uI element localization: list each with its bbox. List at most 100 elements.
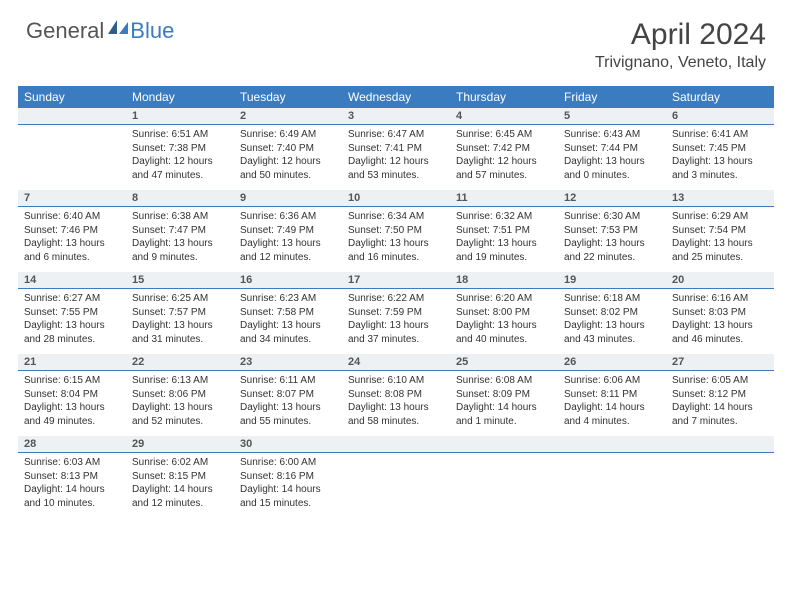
day-details: Sunrise: 6:20 AMSunset: 8:00 PMDaylight:… [450,289,558,349]
day-number: 4 [450,108,558,125]
day-details: Sunrise: 6:03 AMSunset: 8:13 PMDaylight:… [18,453,126,513]
weekday-header: Wednesday [342,86,450,108]
day-number: 5 [558,108,666,125]
day-number: 30 [234,436,342,453]
day-number: 7 [18,190,126,207]
calendar-cell: 23Sunrise: 6:11 AMSunset: 8:07 PMDayligh… [234,354,342,436]
day-details: Sunrise: 6:13 AMSunset: 8:06 PMDaylight:… [126,371,234,431]
calendar-cell: 6Sunrise: 6:41 AMSunset: 7:45 PMDaylight… [666,108,774,190]
calendar-cell: 25Sunrise: 6:08 AMSunset: 8:09 PMDayligh… [450,354,558,436]
day-details: Sunrise: 6:02 AMSunset: 8:15 PMDaylight:… [126,453,234,513]
location-text: Trivignano, Veneto, Italy [595,54,766,72]
calendar-cell: 4Sunrise: 6:45 AMSunset: 7:42 PMDaylight… [450,108,558,190]
weekday-header: Tuesday [234,86,342,108]
day-details: Sunrise: 6:49 AMSunset: 7:40 PMDaylight:… [234,125,342,185]
day-details: Sunrise: 6:25 AMSunset: 7:57 PMDaylight:… [126,289,234,349]
calendar-cell [342,436,450,518]
calendar-cell: 21Sunrise: 6:15 AMSunset: 8:04 PMDayligh… [18,354,126,436]
day-details: Sunrise: 6:43 AMSunset: 7:44 PMDaylight:… [558,125,666,185]
calendar-week-row: 1Sunrise: 6:51 AMSunset: 7:38 PMDaylight… [18,108,774,190]
day-number: 2 [234,108,342,125]
day-details: Sunrise: 6:29 AMSunset: 7:54 PMDaylight:… [666,207,774,267]
day-details: Sunrise: 6:15 AMSunset: 8:04 PMDaylight:… [18,371,126,431]
empty-day-header [558,436,666,453]
day-number: 1 [126,108,234,125]
calendar-cell: 2Sunrise: 6:49 AMSunset: 7:40 PMDaylight… [234,108,342,190]
day-details: Sunrise: 6:05 AMSunset: 8:12 PMDaylight:… [666,371,774,431]
day-number: 8 [126,190,234,207]
empty-day-header [666,436,774,453]
day-number: 17 [342,272,450,289]
calendar-cell [450,436,558,518]
calendar-cell: 11Sunrise: 6:32 AMSunset: 7:51 PMDayligh… [450,190,558,272]
day-details: Sunrise: 6:23 AMSunset: 7:58 PMDaylight:… [234,289,342,349]
month-title: April 2024 [595,18,766,52]
weekday-header-row: SundayMondayTuesdayWednesdayThursdayFrid… [18,86,774,108]
day-number: 9 [234,190,342,207]
empty-day-header [342,436,450,453]
day-number: 13 [666,190,774,207]
day-number: 23 [234,354,342,371]
day-number: 21 [18,354,126,371]
day-details: Sunrise: 6:27 AMSunset: 7:55 PMDaylight:… [18,289,126,349]
calendar-cell: 30Sunrise: 6:00 AMSunset: 8:16 PMDayligh… [234,436,342,518]
day-details: Sunrise: 6:51 AMSunset: 7:38 PMDaylight:… [126,125,234,185]
day-number: 18 [450,272,558,289]
calendar-cell: 13Sunrise: 6:29 AMSunset: 7:54 PMDayligh… [666,190,774,272]
calendar-week-row: 28Sunrise: 6:03 AMSunset: 8:13 PMDayligh… [18,436,774,518]
day-details: Sunrise: 6:41 AMSunset: 7:45 PMDaylight:… [666,125,774,185]
calendar-cell: 8Sunrise: 6:38 AMSunset: 7:47 PMDaylight… [126,190,234,272]
day-number: 29 [126,436,234,453]
weekday-header: Monday [126,86,234,108]
calendar-cell: 16Sunrise: 6:23 AMSunset: 7:58 PMDayligh… [234,272,342,354]
day-details: Sunrise: 6:38 AMSunset: 7:47 PMDaylight:… [126,207,234,267]
calendar-cell: 9Sunrise: 6:36 AMSunset: 7:49 PMDaylight… [234,190,342,272]
calendar-cell: 24Sunrise: 6:10 AMSunset: 8:08 PMDayligh… [342,354,450,436]
day-number: 20 [666,272,774,289]
calendar-cell: 20Sunrise: 6:16 AMSunset: 8:03 PMDayligh… [666,272,774,354]
calendar-week-row: 14Sunrise: 6:27 AMSunset: 7:55 PMDayligh… [18,272,774,354]
calendar-week-row: 7Sunrise: 6:40 AMSunset: 7:46 PMDaylight… [18,190,774,272]
day-details: Sunrise: 6:18 AMSunset: 8:02 PMDaylight:… [558,289,666,349]
day-number: 24 [342,354,450,371]
day-details: Sunrise: 6:08 AMSunset: 8:09 PMDaylight:… [450,371,558,431]
calendar-cell [18,108,126,190]
calendar-cell: 26Sunrise: 6:06 AMSunset: 8:11 PMDayligh… [558,354,666,436]
weekday-header: Friday [558,86,666,108]
day-number: 14 [18,272,126,289]
day-number: 3 [342,108,450,125]
calendar-cell: 10Sunrise: 6:34 AMSunset: 7:50 PMDayligh… [342,190,450,272]
day-number: 11 [450,190,558,207]
day-number: 27 [666,354,774,371]
day-details: Sunrise: 6:16 AMSunset: 8:03 PMDaylight:… [666,289,774,349]
logo-text-a: General [26,18,104,44]
day-number: 15 [126,272,234,289]
logo: General Blue [26,18,174,44]
day-details: Sunrise: 6:06 AMSunset: 8:11 PMDaylight:… [558,371,666,431]
calendar-cell: 29Sunrise: 6:02 AMSunset: 8:15 PMDayligh… [126,436,234,518]
day-details: Sunrise: 6:34 AMSunset: 7:50 PMDaylight:… [342,207,450,267]
weekday-header: Saturday [666,86,774,108]
day-details: Sunrise: 6:11 AMSunset: 8:07 PMDaylight:… [234,371,342,431]
calendar-cell: 12Sunrise: 6:30 AMSunset: 7:53 PMDayligh… [558,190,666,272]
day-details: Sunrise: 6:22 AMSunset: 7:59 PMDaylight:… [342,289,450,349]
day-details: Sunrise: 6:40 AMSunset: 7:46 PMDaylight:… [18,207,126,267]
day-details: Sunrise: 6:32 AMSunset: 7:51 PMDaylight:… [450,207,558,267]
calendar-cell [558,436,666,518]
calendar-table: SundayMondayTuesdayWednesdayThursdayFrid… [18,86,774,518]
calendar-cell: 15Sunrise: 6:25 AMSunset: 7:57 PMDayligh… [126,272,234,354]
day-number: 6 [666,108,774,125]
calendar-cell: 19Sunrise: 6:18 AMSunset: 8:02 PMDayligh… [558,272,666,354]
empty-day-header [18,108,126,125]
calendar-cell: 17Sunrise: 6:22 AMSunset: 7:59 PMDayligh… [342,272,450,354]
logo-text-b: Blue [130,18,174,44]
calendar-cell: 3Sunrise: 6:47 AMSunset: 7:41 PMDaylight… [342,108,450,190]
calendar-week-row: 21Sunrise: 6:15 AMSunset: 8:04 PMDayligh… [18,354,774,436]
day-details: Sunrise: 6:00 AMSunset: 8:16 PMDaylight:… [234,453,342,513]
weekday-header: Sunday [18,86,126,108]
day-details: Sunrise: 6:47 AMSunset: 7:41 PMDaylight:… [342,125,450,185]
day-details: Sunrise: 6:30 AMSunset: 7:53 PMDaylight:… [558,207,666,267]
calendar-cell: 5Sunrise: 6:43 AMSunset: 7:44 PMDaylight… [558,108,666,190]
calendar-cell: 18Sunrise: 6:20 AMSunset: 8:00 PMDayligh… [450,272,558,354]
calendar-cell [666,436,774,518]
